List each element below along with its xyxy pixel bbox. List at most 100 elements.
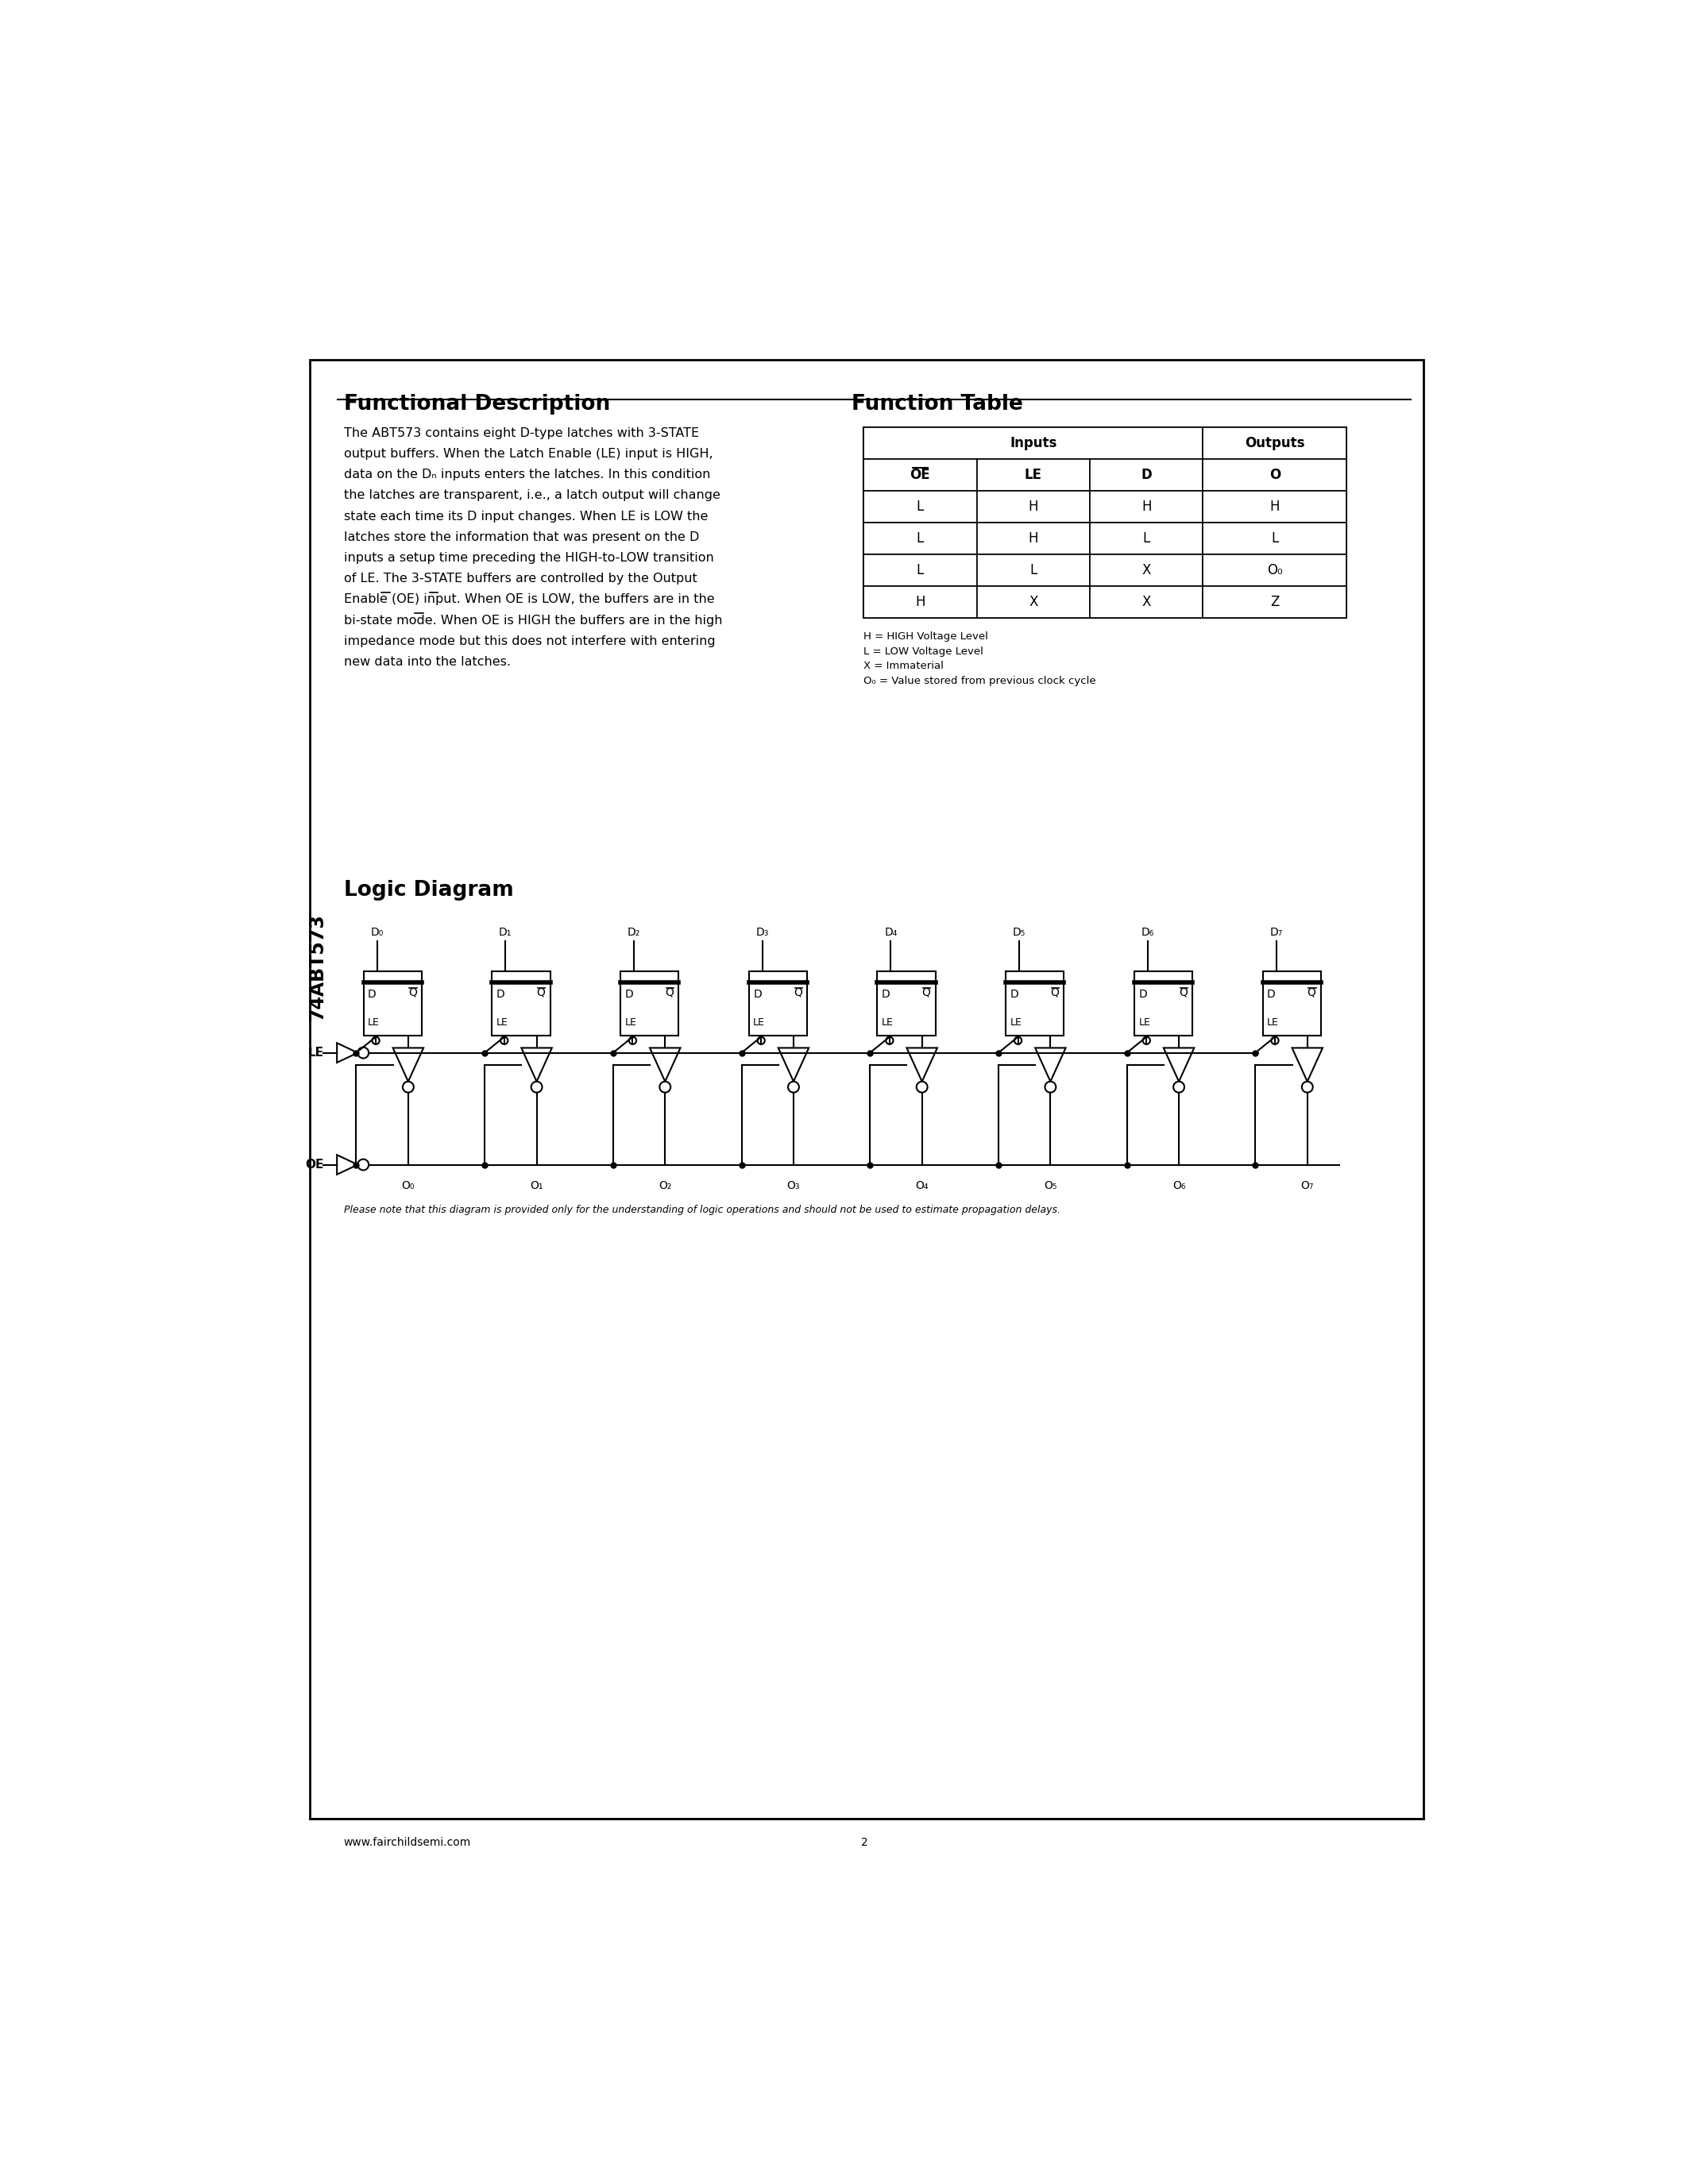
Bar <box>749 972 807 1035</box>
Bar <box>1263 972 1320 1035</box>
Text: Q: Q <box>537 987 545 998</box>
Bar <box>864 585 977 618</box>
Bar <box>864 428 1204 459</box>
Text: Enable (OE) input. When OE is LOW, the buffers are in the: Enable (OE) input. When OE is LOW, the b… <box>344 594 714 605</box>
Text: H: H <box>1269 500 1280 513</box>
Text: new data into the latches.: new data into the latches. <box>344 655 510 668</box>
Text: 2: 2 <box>861 1837 868 1848</box>
Bar <box>311 360 1423 1819</box>
Text: the latches are transparent, i.e., a latch output will change: the latches are transparent, i.e., a lat… <box>344 489 721 502</box>
Text: D: D <box>1141 467 1151 483</box>
Text: Q: Q <box>922 987 930 998</box>
Text: H: H <box>1028 531 1038 546</box>
Text: LE: LE <box>496 1018 508 1026</box>
Text: state each time its D input changes. When LE is LOW the: state each time its D input changes. Whe… <box>344 511 707 522</box>
Bar <box>1006 972 1063 1035</box>
Text: latches store the information that was present on the D: latches store the information that was p… <box>344 531 699 544</box>
Text: O₃: O₃ <box>787 1179 800 1190</box>
Text: L: L <box>917 500 923 513</box>
Text: LE: LE <box>1009 1018 1021 1026</box>
Text: www.fairchildsemi.com: www.fairchildsemi.com <box>344 1837 471 1848</box>
Text: L = LOW Voltage Level: L = LOW Voltage Level <box>864 646 984 657</box>
Bar <box>491 972 550 1035</box>
Text: D₆: D₆ <box>1141 926 1155 937</box>
Bar <box>1204 491 1347 522</box>
Text: L: L <box>1271 531 1278 546</box>
Text: Q: Q <box>1307 987 1317 998</box>
Bar <box>864 522 977 555</box>
Text: of LE. The 3-STATE buffers are controlled by the Output: of LE. The 3-STATE buffers are controlle… <box>344 572 697 585</box>
Text: H = HIGH Voltage Level: H = HIGH Voltage Level <box>864 631 987 642</box>
Text: Inputs: Inputs <box>1009 437 1057 450</box>
Text: X = Immaterial: X = Immaterial <box>864 662 944 670</box>
Text: Q: Q <box>665 987 674 998</box>
Text: OE: OE <box>306 1160 324 1171</box>
Bar <box>1090 585 1204 618</box>
Text: D₅: D₅ <box>1013 926 1026 937</box>
Text: D: D <box>368 989 376 1000</box>
Text: Outputs: Outputs <box>1246 437 1305 450</box>
Text: LE: LE <box>307 1046 324 1059</box>
Text: H: H <box>1141 500 1151 513</box>
Text: D₁: D₁ <box>500 926 511 937</box>
Bar <box>977 555 1090 585</box>
Text: data on the Dₙ inputs enters the latches. In this condition: data on the Dₙ inputs enters the latches… <box>344 470 711 480</box>
Text: O₂: O₂ <box>658 1179 672 1190</box>
Text: LE: LE <box>1025 467 1041 483</box>
Text: D: D <box>1138 989 1148 1000</box>
Bar <box>864 491 977 522</box>
Bar <box>1204 555 1347 585</box>
Text: L: L <box>917 563 923 577</box>
Bar <box>977 585 1090 618</box>
Text: impedance mode but this does not interfere with entering: impedance mode but this does not interfe… <box>344 636 716 646</box>
Bar <box>864 459 977 491</box>
Text: LE: LE <box>881 1018 893 1026</box>
Text: D: D <box>625 989 633 1000</box>
Text: O: O <box>1269 467 1281 483</box>
Text: The ABT573 contains eight D-type latches with 3-STATE: The ABT573 contains eight D-type latches… <box>344 428 699 439</box>
Text: output buffers. When the Latch Enable (LE) input is HIGH,: output buffers. When the Latch Enable (L… <box>344 448 712 461</box>
Bar <box>1204 522 1347 555</box>
Text: O₇: O₇ <box>1301 1179 1313 1190</box>
Text: D: D <box>753 989 761 1000</box>
Text: OE: OE <box>910 467 930 483</box>
Bar <box>1090 555 1204 585</box>
Text: D: D <box>881 989 890 1000</box>
Text: O₄: O₄ <box>915 1179 928 1190</box>
Text: O₆: O₆ <box>1173 1179 1185 1190</box>
Text: 74ABT573: 74ABT573 <box>307 913 327 1020</box>
Text: O₁: O₁ <box>530 1179 544 1190</box>
Text: D₂: D₂ <box>628 926 640 937</box>
Text: H: H <box>1028 500 1038 513</box>
Text: D₀: D₀ <box>371 926 383 937</box>
Text: O₅: O₅ <box>1043 1179 1057 1190</box>
Text: Q: Q <box>1050 987 1058 998</box>
Text: D₇: D₇ <box>1269 926 1283 937</box>
Text: L: L <box>917 531 923 546</box>
Text: Function Table: Function Table <box>851 393 1023 415</box>
Text: Functional Description: Functional Description <box>344 393 609 415</box>
Bar <box>864 555 977 585</box>
Bar <box>864 428 1347 618</box>
Text: X: X <box>1143 594 1151 609</box>
Bar <box>621 972 679 1035</box>
Bar <box>977 522 1090 555</box>
Text: inputs a setup time preceding the HIGH-to-LOW transition: inputs a setup time preceding the HIGH-t… <box>344 553 714 563</box>
Text: O₀: O₀ <box>1268 563 1283 577</box>
Text: Z: Z <box>1271 594 1280 609</box>
Text: X: X <box>1143 563 1151 577</box>
Text: H: H <box>915 594 925 609</box>
Bar <box>1204 459 1347 491</box>
Text: X: X <box>1028 594 1038 609</box>
Text: LE: LE <box>753 1018 765 1026</box>
Text: LE: LE <box>1268 1018 1280 1026</box>
Text: LE: LE <box>368 1018 380 1026</box>
Bar <box>1204 585 1347 618</box>
Text: D: D <box>1268 989 1276 1000</box>
Text: Q: Q <box>793 987 802 998</box>
Text: O₀: O₀ <box>402 1179 415 1190</box>
Text: LE: LE <box>1138 1018 1150 1026</box>
Text: L: L <box>1030 563 1036 577</box>
Bar <box>977 491 1090 522</box>
Text: Q: Q <box>408 987 417 998</box>
